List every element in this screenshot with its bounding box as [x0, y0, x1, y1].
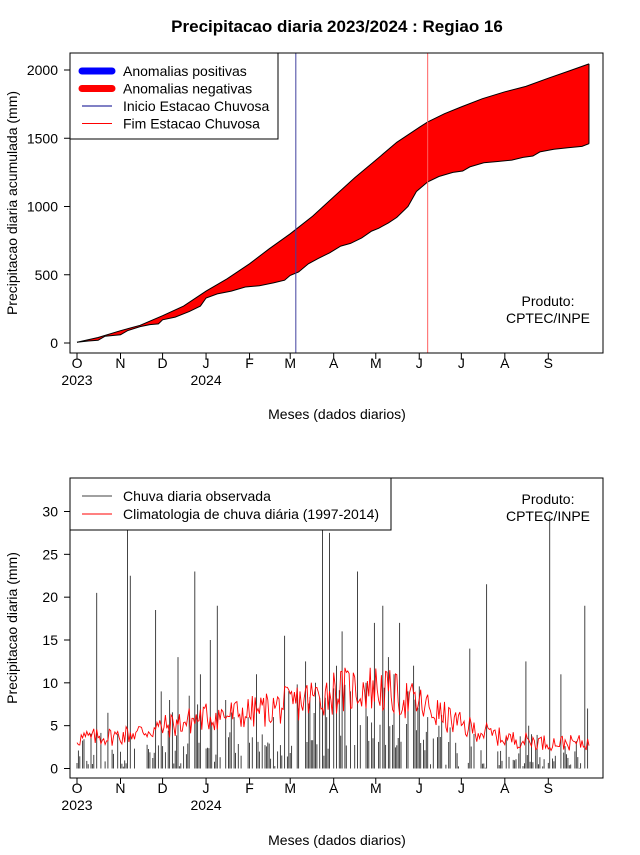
- x-tick-label: J: [458, 780, 465, 796]
- x-tick-label: J: [203, 780, 210, 796]
- y-axis-label: Precipitacao diaria (mm): [4, 552, 20, 704]
- observed-bars: [76, 485, 589, 769]
- x-tick-label: A: [329, 780, 339, 796]
- y-axis-label: Precipitacao diaria acumulada (mm): [4, 91, 20, 315]
- x-tick-label: J: [203, 355, 210, 371]
- legend-box: [69, 477, 392, 531]
- x-tick-label: O: [72, 780, 83, 796]
- x-tick-label: J: [458, 355, 465, 371]
- y-tick-label: 500: [35, 267, 59, 283]
- y-tick-label: 20: [42, 589, 58, 605]
- x-axis-label: Meses (dados diarios): [268, 406, 406, 422]
- x-tick-label: A: [329, 355, 339, 371]
- climatology-cumulative-line: [76, 63, 590, 343]
- credit-line-1: Produto:: [522, 293, 575, 309]
- legend: Anomalias positivas Anomalias negativasIn…: [69, 52, 279, 140]
- x-tick-label: F: [245, 780, 254, 796]
- y-tick-label: 1500: [27, 130, 58, 146]
- legend-label: Anomalias positivas: [123, 63, 247, 79]
- x-tick-label: M: [284, 355, 296, 371]
- y-tick-label: 10: [42, 675, 58, 691]
- x-tick-label: M: [370, 780, 382, 796]
- x-tick-label: S: [544, 355, 553, 371]
- negative-anomaly-area: [77, 63, 589, 343]
- y-tick-label: 30: [42, 504, 58, 520]
- y-tick-label: 15: [42, 632, 58, 648]
- legend-label: Fim Estacao Chuvosa: [123, 116, 260, 132]
- legend-label: Chuva diaria observada: [123, 488, 271, 504]
- y-tick-label: 0: [50, 761, 58, 777]
- x-tick-label: M: [370, 355, 382, 371]
- x-axis-label: Meses (dados diarios): [268, 832, 406, 848]
- legend: Chuva diaria observada Climatologia de ch…: [69, 477, 392, 531]
- chart-title: Precipitacao diaria 2023/2024 : Regiao 1…: [171, 17, 503, 36]
- x-tick-label: O: [72, 355, 83, 371]
- x-tick-label: J: [416, 780, 423, 796]
- y-tick-label: 0: [50, 335, 58, 351]
- y-tick-label: 5: [50, 718, 58, 734]
- x-tick-label: J: [416, 355, 423, 371]
- climatology-line: [76, 667, 590, 752]
- year-label: 2023: [61, 797, 92, 813]
- x-tick-label: F: [245, 355, 254, 371]
- x-tick-label: N: [115, 780, 125, 796]
- credit-line-1: Produto:: [522, 491, 575, 507]
- legend-box: [69, 52, 279, 140]
- x-tick-label: N: [115, 355, 125, 371]
- plot-frame: [69, 52, 604, 354]
- x-tick-label: D: [158, 780, 168, 796]
- y-tick-label: 1000: [27, 199, 58, 215]
- x-tick-label: A: [500, 355, 510, 371]
- legend-label: Climatologia de chuva diária (1997-2014): [123, 506, 379, 522]
- daily-precipitation-chart: 0 5 10 15 20 25 30 O N D J F M A M J J A S 2023 2024 Meses (d…: [4, 477, 604, 848]
- x-tick-label: A: [500, 780, 510, 796]
- year-label: 2023: [61, 372, 92, 388]
- credit-line-2: CPTEC/INPE: [506, 310, 590, 326]
- observed-cumulative-line: [76, 143, 590, 343]
- x-tick-label: S: [544, 780, 553, 796]
- legend-label: Anomalias negativas: [123, 81, 252, 97]
- year-label: 2024: [190, 372, 221, 388]
- legend-label: Inicio Estacao Chuvosa: [123, 98, 270, 114]
- x-tick-label: M: [284, 780, 296, 796]
- cumulative-precipitation-chart: 0 500 1000 1500 2000 O N D J F M A M J J A S 2023 2024 Mese…: [4, 52, 604, 422]
- year-label: 2024: [190, 797, 221, 813]
- x-tick-label: D: [158, 355, 168, 371]
- credit-line-2: CPTEC/INPE: [506, 508, 590, 524]
- y-tick-label: 2000: [27, 62, 58, 78]
- y-tick-label: 25: [42, 546, 58, 562]
